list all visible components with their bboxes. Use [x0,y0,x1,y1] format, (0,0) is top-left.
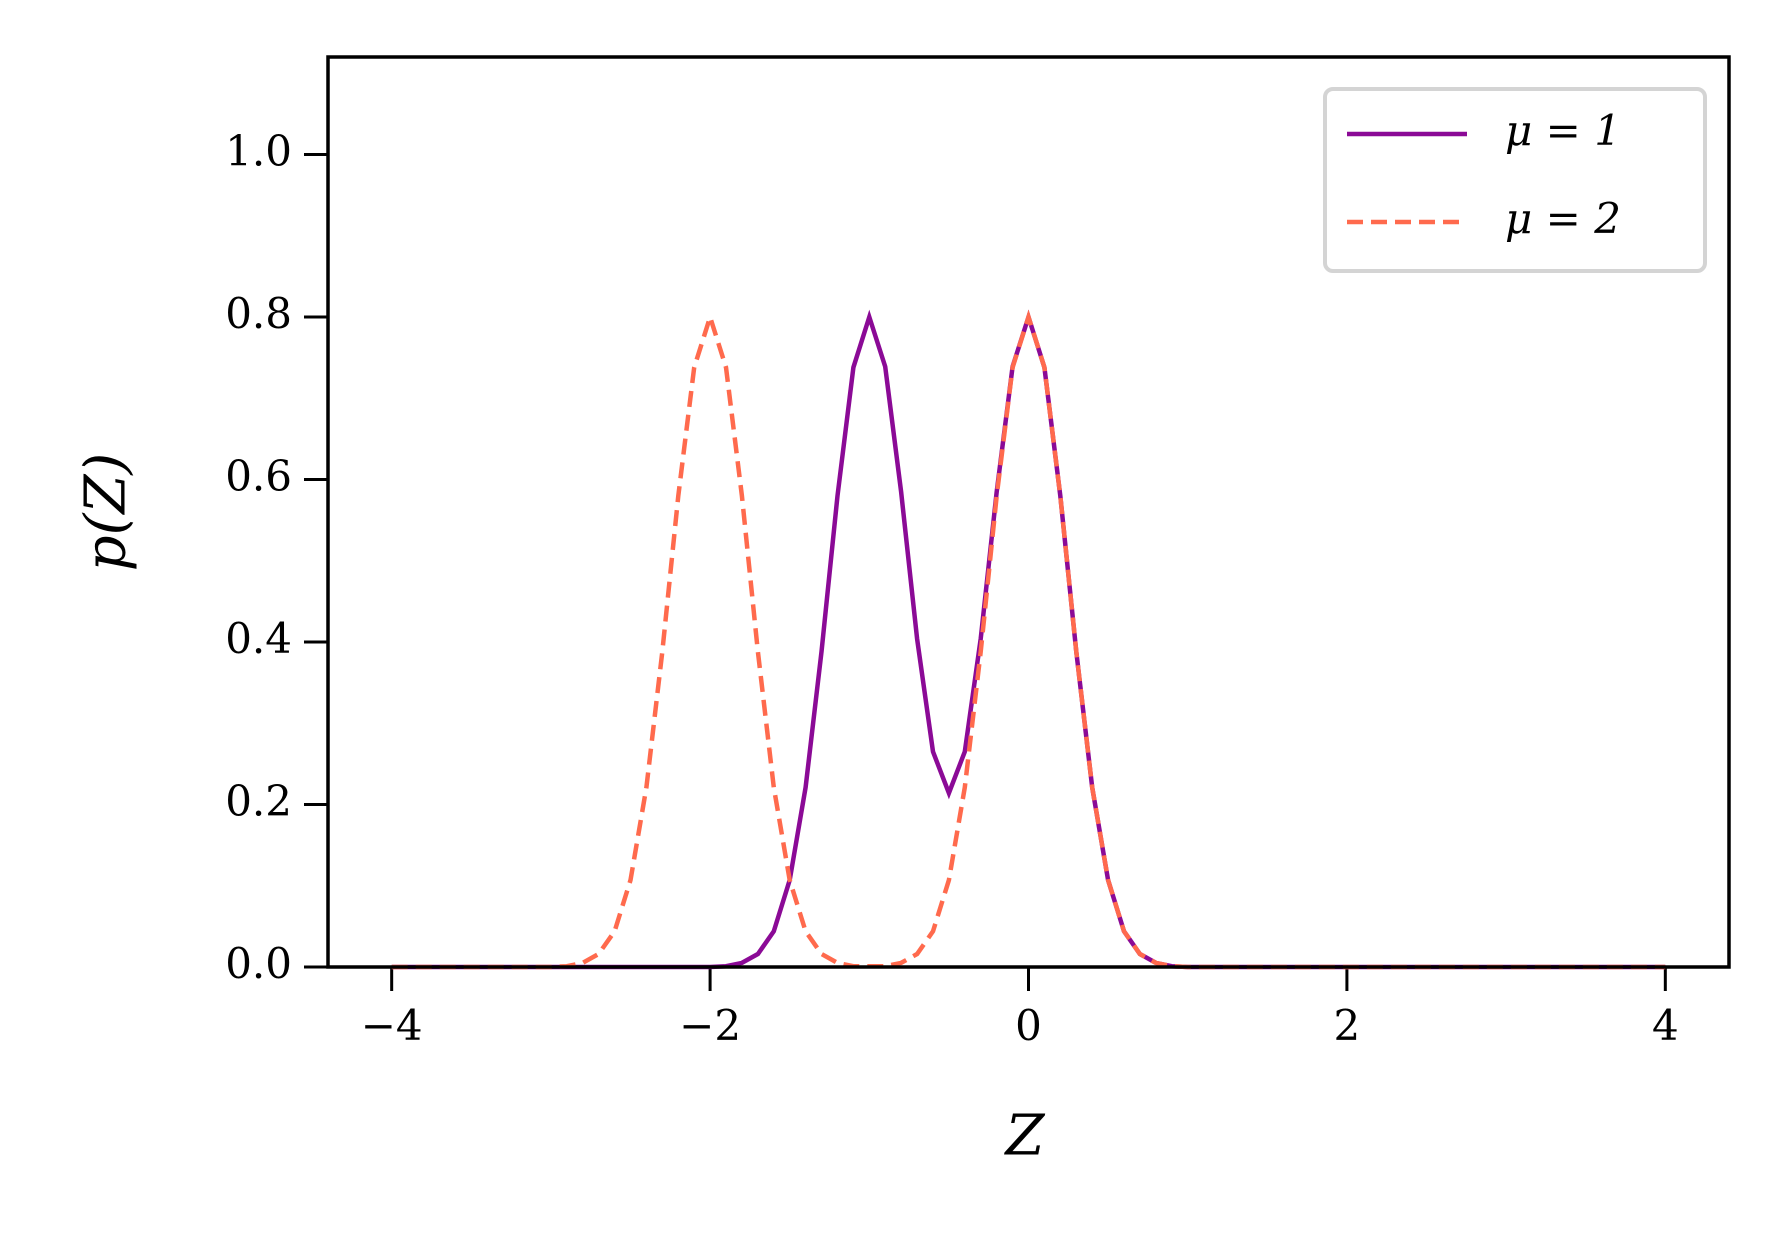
x-axis-label: Z [1004,1104,1046,1169]
x-tick-label: −4 [361,1001,423,1050]
plot-frame [326,55,1731,969]
y-tick-label: 1.0 [225,127,292,176]
x-tick-label: −2 [679,1001,741,1050]
y-axis-label: p(Z) [74,453,139,571]
y-tick-label: 0.8 [225,289,292,338]
x-tick-label: 0 [1015,1001,1042,1050]
y-tick-label: 0.2 [225,777,292,826]
y-tick-label: 0.0 [225,939,292,988]
y-tick-label: 0.4 [225,614,292,663]
series-line [391,309,1666,970]
legend-label: μ = 1 [1505,106,1621,155]
legend-label: μ = 2 [1505,194,1621,243]
x-tick-label: 4 [1652,1001,1679,1050]
series-line [391,309,1666,970]
x-tick-label: 2 [1334,1001,1361,1050]
y-tick-label: 0.6 [225,452,292,501]
